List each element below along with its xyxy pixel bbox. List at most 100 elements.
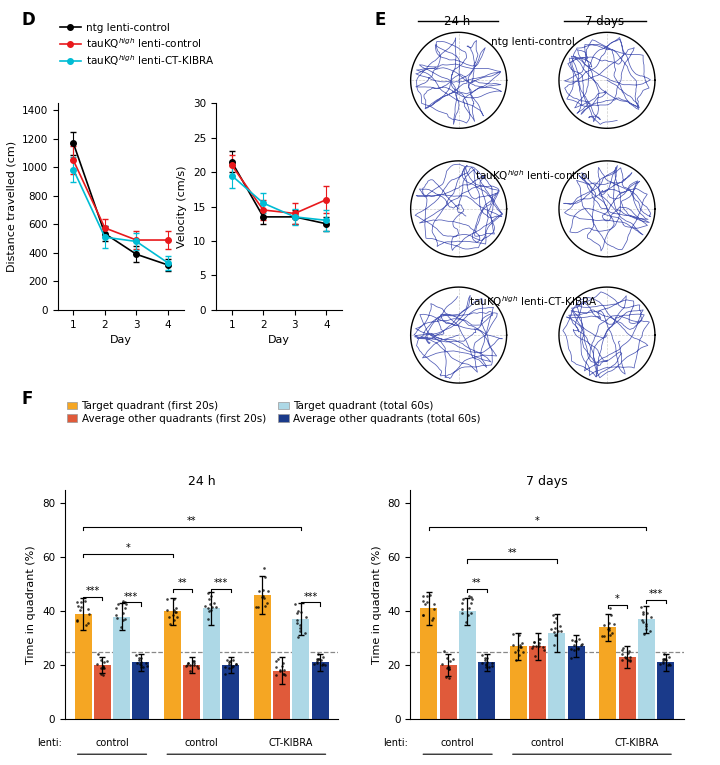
Point (657, 653, 668, 665)
Point (517, 646, 528, 658)
Point (131, 657, 143, 669)
Point (507, 628, 518, 640)
Point (192, 659, 203, 672)
Point (624, 653, 636, 666)
Bar (549, 633, 565, 719)
Point (133, 652, 145, 664)
Point (554, 620, 566, 633)
Point (514, 641, 526, 653)
Point (624, 644, 635, 656)
Point (603, 623, 615, 636)
Point (657, 657, 669, 669)
Point (83, 608, 94, 620)
Point (120, 596, 131, 608)
Point (316, 659, 328, 671)
Bar (567, 646, 585, 719)
Text: tauKQ$^{high}$ lenti-control: tauKQ$^{high}$ lenti-control (475, 168, 590, 183)
Title: 24 h: 24 h (188, 475, 215, 488)
Point (420, 591, 432, 603)
Point (658, 653, 670, 665)
Point (312, 653, 324, 665)
Point (476, 649, 487, 661)
Point (71, 615, 83, 627)
Point (251, 601, 262, 614)
Point (223, 658, 235, 670)
Point (551, 612, 562, 624)
Bar (510, 646, 527, 719)
Text: **: ** (187, 516, 197, 526)
Point (616, 643, 628, 656)
Point (663, 651, 675, 663)
Point (168, 604, 180, 616)
Point (608, 618, 620, 630)
Point (184, 665, 195, 677)
Point (463, 601, 474, 614)
Point (171, 610, 183, 623)
Point (642, 607, 653, 620)
Text: CT-KIBRA: CT-KIBRA (615, 738, 659, 748)
Point (598, 630, 610, 643)
Bar (439, 665, 456, 719)
Point (462, 608, 474, 620)
Point (533, 633, 544, 645)
Point (170, 602, 181, 614)
Point (259, 571, 271, 583)
Point (164, 618, 176, 630)
Point (120, 598, 132, 610)
Point (93, 648, 104, 660)
Point (114, 621, 126, 633)
Point (417, 609, 428, 621)
Point (417, 609, 428, 621)
Y-axis label: Time in quadrant (%): Time in quadrant (%) (27, 545, 37, 664)
Point (526, 641, 538, 653)
Point (274, 666, 286, 678)
Point (665, 659, 676, 672)
Point (263, 584, 274, 597)
Text: *: * (615, 594, 620, 604)
Point (530, 640, 541, 652)
Point (311, 655, 323, 667)
Point (230, 657, 242, 669)
Bar (113, 617, 130, 719)
Point (294, 625, 306, 637)
Point (170, 606, 181, 618)
Point (181, 659, 192, 672)
Point (220, 668, 231, 680)
Point (120, 613, 131, 625)
Point (75, 596, 86, 608)
Point (91, 658, 102, 670)
Point (486, 657, 498, 669)
Text: 24 h: 24 h (444, 15, 470, 28)
Point (596, 630, 608, 643)
Point (161, 593, 173, 605)
Point (570, 635, 582, 647)
Point (221, 654, 233, 666)
Point (230, 658, 241, 670)
Point (605, 608, 616, 620)
Text: ***: *** (303, 591, 318, 601)
Point (279, 669, 291, 682)
Point (552, 625, 563, 637)
Bar (638, 619, 655, 719)
Point (637, 617, 649, 629)
Point (161, 604, 173, 616)
Point (420, 598, 431, 610)
Point (565, 652, 577, 664)
Point (181, 659, 193, 671)
Point (480, 661, 492, 673)
Point (551, 629, 562, 641)
Point (120, 602, 131, 614)
Point (447, 653, 459, 666)
Point (441, 652, 452, 664)
Point (569, 644, 580, 656)
Point (441, 672, 452, 684)
Bar (253, 595, 271, 719)
Point (259, 600, 271, 612)
Point (99, 656, 110, 668)
Bar (184, 665, 200, 719)
Point (279, 664, 290, 676)
Point (168, 594, 179, 606)
Point (620, 650, 631, 662)
Point (98, 662, 109, 674)
Point (443, 662, 454, 675)
